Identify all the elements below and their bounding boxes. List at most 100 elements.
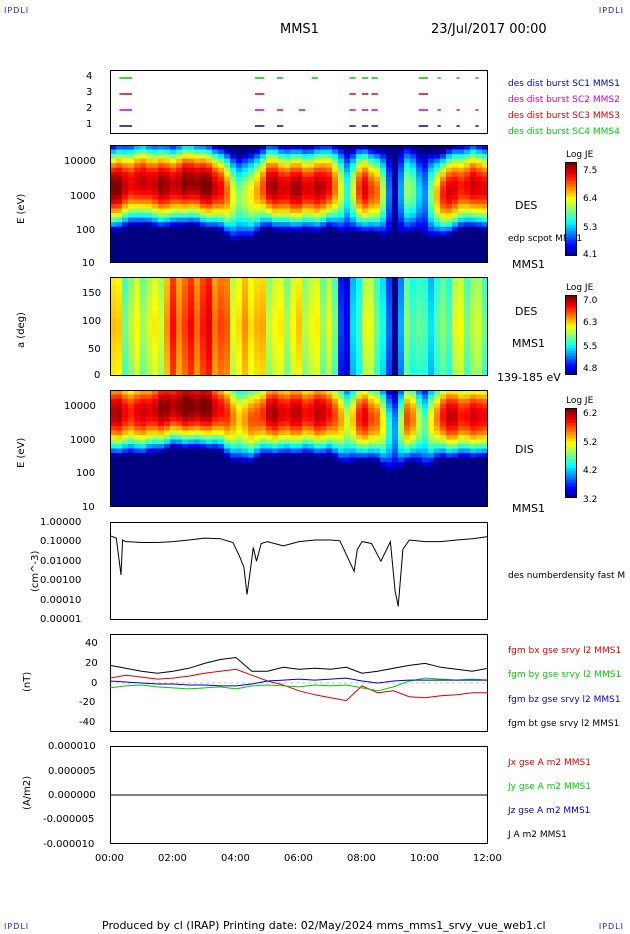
des-energy-cell: [290, 190, 297, 196]
dis-energy-cell: [446, 457, 453, 463]
dis-energy-cell: [476, 480, 483, 486]
des-energy-cell: [152, 208, 159, 214]
des-energy-cell: [164, 158, 171, 164]
dis-energy-cell: [152, 502, 159, 507]
dis-energy-cell: [152, 448, 159, 454]
des-energy-cell: [320, 194, 327, 201]
dis-energy-cell: [374, 408, 381, 414]
des-energy-cell: [416, 208, 423, 214]
des-pitch-angle-cell: [146, 285, 153, 295]
dis-energy-cell: [170, 475, 177, 481]
dis-energy-cell: [266, 412, 273, 418]
des-pitch-angle-cell: [206, 293, 213, 303]
des-pitch-angle-cell: [464, 367, 471, 376]
dis-energy-cell: [278, 394, 285, 400]
dis-energy-cell: [416, 417, 423, 423]
dis-energy-cell: [128, 399, 135, 405]
des-energy-cell: [344, 258, 351, 263]
des-energy-cell: [224, 172, 231, 178]
dis-energy-cell: [476, 444, 483, 450]
des-pitch-angle-cell: [110, 359, 117, 369]
des-energy-cell: [122, 240, 129, 246]
dis-energy-cell: [362, 421, 369, 427]
des-pitch-angle-cell: [134, 277, 141, 286]
dis-energy-cell: [458, 444, 465, 450]
dis-energy-cell: [254, 426, 261, 432]
des-pitch-angle-cell: [140, 326, 147, 336]
des-energy-cell: [344, 194, 351, 201]
dis-energy-cell: [146, 457, 153, 463]
dis-energy-cell: [110, 493, 117, 499]
des-energy-cell: [170, 226, 177, 232]
des-energy-cell: [146, 213, 153, 219]
des-energy-cell: [218, 145, 225, 151]
des-energy-cell: [158, 258, 165, 263]
des-energy-cell: [398, 226, 405, 232]
dis-energy-cell: [476, 457, 483, 463]
dis-energy-cell: [248, 462, 255, 468]
des-energy-cell: [332, 208, 339, 214]
des-energy-cell: [296, 213, 303, 219]
des-energy-cell: [182, 231, 189, 237]
des-pitch-angle-cell: [152, 367, 159, 376]
des-pitch-angle-cell: [476, 367, 483, 376]
des-energy-cell: [482, 235, 488, 241]
dis-energy-cell: [428, 502, 435, 507]
dis-energy-cell: [182, 493, 189, 499]
dis-energy-cell: [290, 498, 297, 504]
des-energy-cell: [122, 258, 129, 263]
des-energy-cell: [296, 253, 303, 260]
des-pitch-angle-cell: [212, 301, 219, 311]
dis-energy-cell: [200, 403, 207, 409]
dis-energy-cell: [158, 435, 165, 441]
des-energy-cell: [410, 176, 417, 182]
des-energy-cell: [404, 185, 411, 191]
dis-energy-cell: [146, 453, 153, 459]
dis-energy-cell: [278, 502, 285, 507]
dis-energy-cell: [404, 421, 411, 427]
des-pitch-angle-cell: [452, 359, 459, 369]
des-energy-cell: [278, 235, 285, 241]
dis-energy-cell: [170, 489, 177, 495]
dis-energy-cell: [128, 426, 135, 432]
des-energy-cell: [416, 145, 423, 151]
dis-energy-cell: [122, 475, 129, 481]
des-energy-cell: [200, 249, 207, 255]
des-energy-cell: [428, 163, 435, 169]
des-pitch-angle-cell: [146, 310, 153, 319]
des-energy-cell: [260, 244, 267, 250]
dis-energy-cell: [206, 498, 213, 504]
des-pitch-angle-cell: [338, 367, 345, 376]
dis-energy-cell: [356, 484, 363, 490]
dis-energy-cell: [344, 421, 351, 427]
dis-energy-cell: [188, 399, 195, 405]
dis-energy-cell: [200, 489, 207, 495]
des-energy-cell: [338, 208, 345, 214]
des-pitch-angle-cell: [386, 351, 393, 361]
des-pitch-angle-cell: [482, 310, 488, 319]
dis-energy-cell: [272, 489, 279, 495]
dis-energy-cell: [110, 448, 117, 454]
des-energy-cell: [362, 222, 369, 228]
des-energy-cell: [110, 145, 117, 151]
dis-energy-cell: [482, 412, 488, 418]
dis-energy-cell: [464, 426, 471, 432]
dis-energy-cell: [248, 493, 255, 499]
p7-ytick-1: 0.000010: [48, 741, 96, 752]
des-energy-cell: [476, 190, 483, 196]
dis-energy-cell: [218, 484, 225, 490]
des-pitch-angle-cell: [338, 277, 345, 286]
des-energy-cell: [458, 199, 465, 205]
dis-energy-cell: [176, 394, 183, 400]
des-energy-cell: [452, 208, 459, 214]
dis-energy-cell: [164, 439, 171, 445]
dis-energy-cell: [356, 498, 363, 504]
des-energy-cell: [344, 204, 351, 210]
des-energy-cell: [452, 244, 459, 250]
dis-energy-cell: [470, 439, 477, 445]
dis-energy-cell: [482, 390, 488, 396]
des-energy-cell: [146, 249, 153, 255]
des-energy-cell: [356, 226, 363, 232]
des-pitch-angle-cell: [266, 367, 273, 376]
dis-energy-cell: [374, 471, 381, 477]
